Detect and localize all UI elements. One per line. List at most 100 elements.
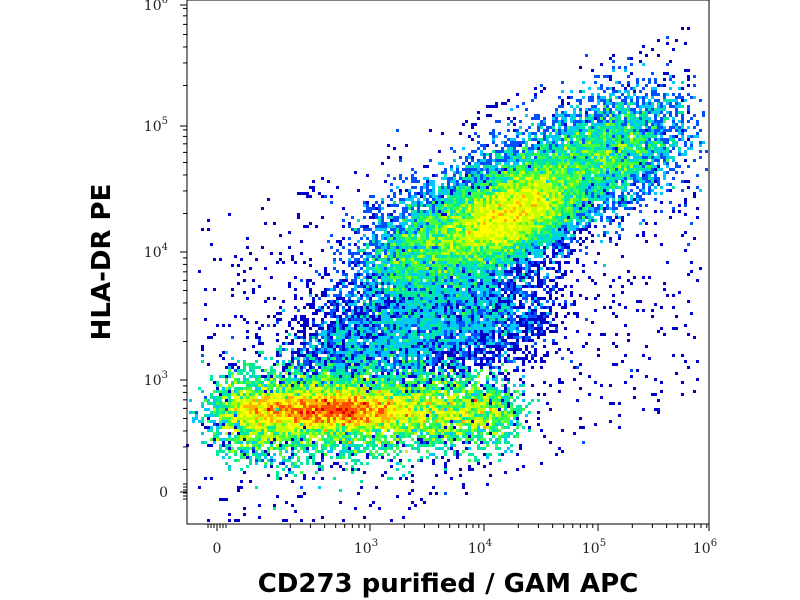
density-bin [522, 294, 525, 297]
density-bin [609, 144, 612, 147]
density-bin [432, 198, 435, 201]
density-bin [579, 219, 582, 222]
density-bin [420, 186, 423, 189]
density-bin [477, 195, 480, 198]
density-bin [396, 225, 399, 228]
density-bin [468, 225, 471, 228]
density-bin [609, 108, 612, 111]
density-bin [492, 222, 495, 225]
density-bin [501, 294, 504, 297]
density-bin [540, 216, 543, 219]
density-bin [555, 261, 558, 264]
density-bin [642, 111, 645, 114]
density-bin [492, 177, 495, 180]
density-bin [423, 291, 426, 294]
density-bin [522, 168, 525, 171]
density-bin [492, 141, 495, 144]
density-bin [414, 282, 417, 285]
density-bin [522, 177, 525, 180]
density-bin [483, 144, 486, 147]
density-bin [498, 153, 501, 156]
density-bin [408, 198, 411, 201]
density-bin [336, 300, 339, 303]
density-bin [639, 168, 642, 171]
density-bin [432, 180, 435, 183]
density-bin [582, 240, 585, 243]
density-bin [675, 39, 678, 42]
density-bin [564, 306, 567, 309]
density-bin [471, 180, 474, 183]
density-bin [369, 291, 372, 294]
density-bin [477, 243, 480, 246]
density-bin [693, 114, 696, 117]
density-bin [420, 312, 423, 315]
density-bin [507, 273, 510, 276]
density-bin [639, 165, 642, 168]
density-bin [399, 258, 402, 261]
density-bin [363, 249, 366, 252]
density-bin [492, 189, 495, 192]
density-bin [456, 306, 459, 309]
density-bin [414, 171, 417, 174]
density-bin [381, 249, 384, 252]
density-bin [519, 216, 522, 219]
density-bin [504, 135, 507, 138]
density-bin [567, 189, 570, 192]
density-bin [402, 273, 405, 276]
density-bin [396, 291, 399, 294]
density-bin [543, 297, 546, 300]
density-bin [555, 150, 558, 153]
density-bin [405, 264, 408, 267]
density-bin [651, 159, 654, 162]
density-bin [459, 246, 462, 249]
density-bin [471, 228, 474, 231]
density-bin [540, 150, 543, 153]
density-bin [666, 189, 669, 192]
density-bin [510, 279, 513, 282]
density-bin [525, 228, 528, 231]
density-bin [507, 147, 510, 150]
density-bin [519, 231, 522, 234]
density-bin [459, 243, 462, 246]
density-bin [657, 54, 660, 57]
density-bin [462, 192, 465, 195]
density-bin [549, 162, 552, 165]
density-bin [648, 78, 651, 81]
density-bin [579, 216, 582, 219]
density-bin [663, 126, 666, 129]
density-bin [378, 297, 381, 300]
density-bin [642, 198, 645, 201]
density-bin [621, 291, 624, 294]
density-bin [639, 147, 642, 150]
density-bin [399, 225, 402, 228]
density-bin [666, 171, 669, 174]
density-bin [507, 303, 510, 306]
density-bin [519, 204, 522, 207]
density-bin [639, 126, 642, 129]
density-bin [594, 192, 597, 195]
density-bin [540, 132, 543, 135]
density-bin [591, 135, 594, 138]
density-bin [387, 303, 390, 306]
density-bin [384, 258, 387, 261]
density-bin [477, 273, 480, 276]
density-bin [474, 258, 477, 261]
density-bin [399, 213, 402, 216]
density-bin [528, 138, 531, 141]
density-bin [414, 264, 417, 267]
density-bin [453, 261, 456, 264]
density-bin [366, 312, 369, 315]
density-bin [288, 285, 291, 288]
density-bin [591, 138, 594, 141]
density-bin [498, 240, 501, 243]
density-bin [438, 162, 441, 165]
density-bin [312, 303, 315, 306]
density-bin [504, 234, 507, 237]
density-bin [426, 267, 429, 270]
density-bin [336, 285, 339, 288]
density-bin [630, 120, 633, 123]
density-bin [630, 174, 633, 177]
density-bin [435, 303, 438, 306]
density-bin [615, 102, 618, 105]
density-bin [444, 300, 447, 303]
